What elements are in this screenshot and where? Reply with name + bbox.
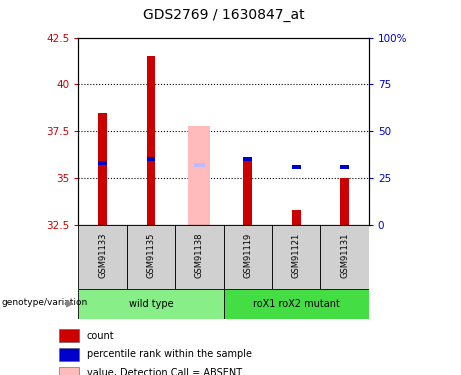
Bar	[98, 112, 107, 225]
Text: GSM91121: GSM91121	[292, 233, 301, 278]
Text: percentile rank within the sample: percentile rank within the sample	[87, 350, 252, 359]
Bar	[292, 210, 301, 225]
Bar	[78, 225, 127, 289]
Text: GDS2769 / 1630847_at: GDS2769 / 1630847_at	[143, 9, 304, 22]
Bar	[340, 178, 349, 225]
Text: value, Detection Call = ABSENT: value, Detection Call = ABSENT	[87, 368, 242, 375]
Text: GSM91138: GSM91138	[195, 233, 204, 278]
Text: GSM91131: GSM91131	[340, 233, 349, 278]
Bar	[98, 161, 107, 165]
Text: GSM91119: GSM91119	[243, 233, 252, 278]
Bar	[78, 289, 224, 319]
Bar	[189, 126, 210, 225]
Bar	[340, 165, 349, 169]
Text: genotype/variation: genotype/variation	[1, 298, 88, 307]
Bar	[224, 225, 272, 289]
Text: GSM91133: GSM91133	[98, 233, 107, 278]
Bar	[292, 165, 301, 169]
Bar	[59, 329, 79, 342]
Bar	[59, 348, 79, 361]
Bar	[243, 159, 252, 225]
Bar	[175, 225, 224, 289]
Text: wild type: wild type	[129, 299, 173, 309]
Bar	[224, 289, 369, 319]
Bar	[127, 225, 175, 289]
Bar	[147, 56, 155, 225]
Bar	[194, 163, 205, 167]
Text: count: count	[87, 331, 114, 340]
Bar	[272, 225, 320, 289]
Bar	[147, 157, 155, 161]
Text: GSM91135: GSM91135	[147, 233, 155, 278]
Bar	[320, 225, 369, 289]
Text: roX1 roX2 mutant: roX1 roX2 mutant	[253, 299, 340, 309]
Bar	[243, 157, 252, 161]
Bar	[59, 366, 79, 375]
